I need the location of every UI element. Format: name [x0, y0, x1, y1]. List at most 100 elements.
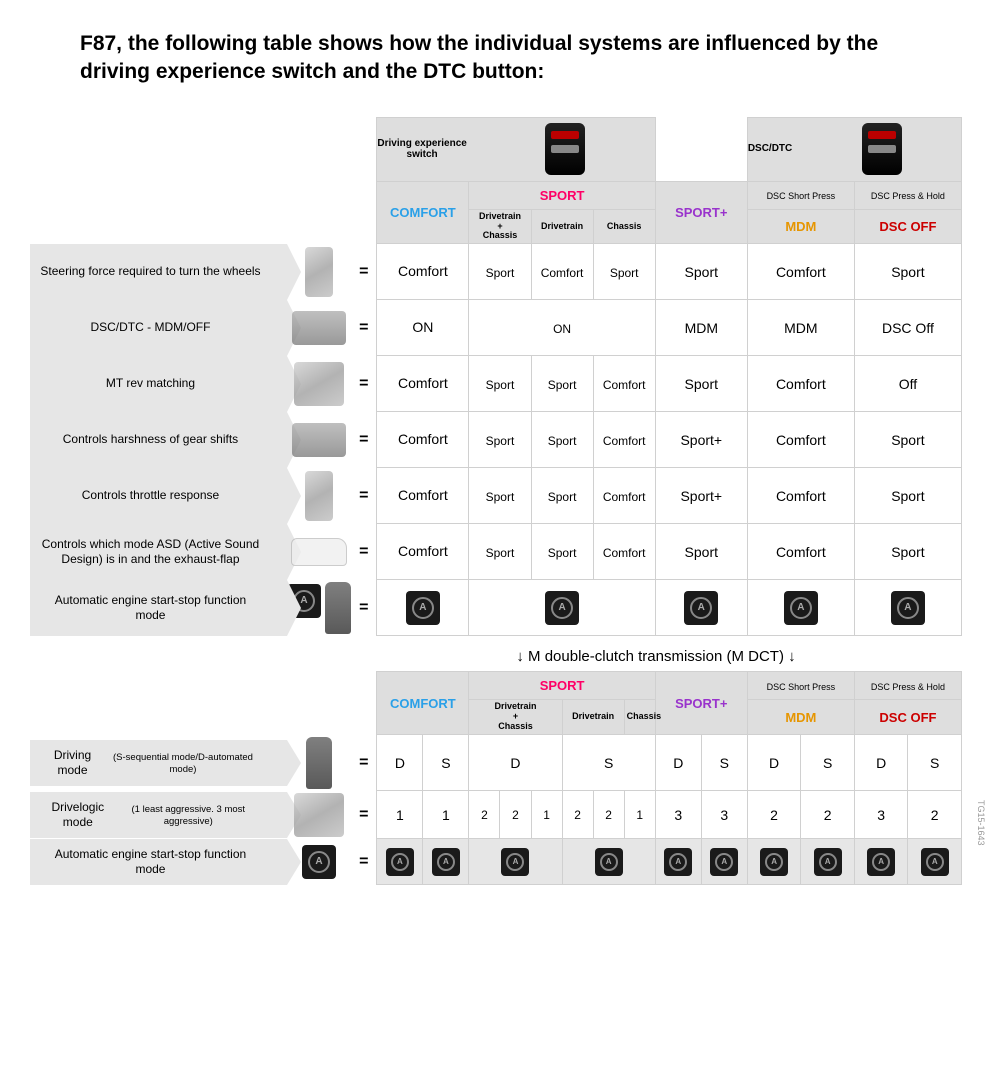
- equals-sign: =: [351, 468, 377, 524]
- equals-sign: =: [351, 356, 377, 412]
- value-cell: Comfort: [747, 524, 854, 580]
- col-sport-sub1: Drivetrain: [531, 209, 593, 244]
- value-cell: A: [469, 580, 655, 636]
- row-label: Drivelogic mode(1 least aggressive. 3 mo…: [30, 792, 287, 838]
- value-cell: DSC Off: [854, 300, 961, 356]
- component-icon: [305, 247, 333, 297]
- modes-table-2: COMFORT SPORT SPORT+ DSC Short Press DSC…: [30, 671, 962, 885]
- switch-icon: [545, 123, 585, 175]
- start-stop-icon: A: [432, 848, 460, 876]
- equals-sign: =: [351, 524, 377, 580]
- value-cell: Sport: [655, 244, 747, 300]
- component-icon: [325, 582, 351, 634]
- value-cell: MDM: [655, 300, 747, 356]
- modes-table-1: Driving experience switch DSC/DTC COMFOR…: [30, 117, 962, 637]
- start-stop-icon: A: [545, 591, 579, 625]
- value-cell: Comfort: [531, 244, 593, 300]
- start-stop-icon: A: [501, 848, 529, 876]
- value-cell: ON: [469, 300, 655, 356]
- table-row: Automatic engine start-stop function mod…: [30, 580, 962, 636]
- col-dsc-short: DSC Short Press: [747, 181, 854, 209]
- table2-wrap: COMFORT SPORT SPORT+ DSC Short Press DSC…: [30, 671, 962, 885]
- start-stop-icon: A: [760, 848, 788, 876]
- value-cell: Sport+: [655, 412, 747, 468]
- start-stop-icon: A: [595, 848, 623, 876]
- table-row: MT rev matching=ComfortSportSportComfort…: [30, 356, 962, 412]
- start-stop-icon: A: [891, 591, 925, 625]
- value-cell: Sport: [469, 524, 531, 580]
- start-stop-icon: A: [921, 848, 949, 876]
- value-cell: Comfort: [377, 244, 469, 300]
- divider-text: ↓ M double-clutch transmission (M DCT) ↓: [350, 648, 962, 665]
- value-cell: Comfort: [593, 356, 655, 412]
- start-stop-icon: A: [867, 848, 895, 876]
- equals-sign: =: [351, 412, 377, 468]
- value-cell: Off: [854, 356, 961, 412]
- component-icon: [305, 471, 333, 521]
- equals-sign: =: [351, 580, 377, 636]
- value-cell: A: [854, 580, 961, 636]
- value-cell: Comfort: [747, 356, 854, 412]
- value-cell: Sport: [531, 412, 593, 468]
- value-cell: Sport: [593, 244, 655, 300]
- value-cell: Sport: [469, 356, 531, 412]
- value-cell: Sport: [655, 356, 747, 412]
- col-sport: SPORT: [469, 181, 655, 209]
- col-sportplus: SPORT+: [655, 181, 747, 244]
- component-icon: [292, 311, 346, 345]
- component-icon: [292, 423, 346, 457]
- row-label: DSC/DTC - MDM/OFF: [30, 300, 287, 356]
- value-cell: Sport: [854, 468, 961, 524]
- value-cell: Comfort: [377, 468, 469, 524]
- value-cell: Sport+: [655, 468, 747, 524]
- col-comfort: COMFORT: [377, 181, 469, 244]
- value-cell: Sport: [531, 524, 593, 580]
- page-title: F87, the following table shows how the i…: [80, 30, 922, 87]
- table-row: Controls harshness of gear shifts=Comfor…: [30, 412, 962, 468]
- dsc-icon: [862, 123, 902, 175]
- value-cell: Sport: [854, 524, 961, 580]
- table-row: DSC/DTC - MDM/OFF=ONONMDMMDMDSC Off: [30, 300, 962, 356]
- row-label: Steering force required to turn the whee…: [30, 244, 287, 300]
- row-label: Controls throttle response: [30, 468, 287, 524]
- row-label: Driving mode(S-sequential mode/D-automat…: [30, 740, 287, 786]
- start-stop-icon: A: [684, 591, 718, 625]
- row-label: MT rev matching: [30, 356, 287, 412]
- table-row: Automatic engine start-stop function mod…: [30, 839, 962, 885]
- col-mdm: MDM: [747, 209, 854, 244]
- value-cell: Sport: [531, 356, 593, 412]
- col-dsc-hold: DSC Press & Hold: [854, 181, 961, 209]
- value-cell: ON: [377, 300, 469, 356]
- value-cell: A: [747, 580, 854, 636]
- start-stop-icon: A: [386, 848, 414, 876]
- table-row: Controls throttle response=ComfortSportS…: [30, 468, 962, 524]
- table1-wrap: Driving experience switch DSC/DTC COMFOR…: [30, 117, 962, 637]
- value-cell: A: [377, 580, 469, 636]
- value-cell: Sport: [655, 524, 747, 580]
- table-row: Drivelogic mode(1 least aggressive. 3 mo…: [30, 791, 962, 839]
- table-row: Driving mode(S-sequential mode/D-automat…: [30, 735, 962, 791]
- col-dscoff: DSC OFF: [854, 209, 961, 244]
- start-stop-icon: A: [302, 845, 336, 879]
- value-cell: Sport: [854, 244, 961, 300]
- row-label: Automatic engine start-stop function mod…: [30, 839, 287, 885]
- start-stop-icon: A: [406, 591, 440, 625]
- table-row: Steering force required to turn the whee…: [30, 244, 962, 300]
- value-cell: A: [655, 580, 747, 636]
- value-cell: Sport: [469, 468, 531, 524]
- row-label: Controls which mode ASD (Active Sound De…: [30, 524, 287, 580]
- hdr-dsc: DSC/DTC: [747, 117, 961, 181]
- component-icon: [291, 538, 347, 566]
- equals-sign: =: [351, 300, 377, 356]
- value-cell: Comfort: [377, 524, 469, 580]
- value-cell: Comfort: [747, 468, 854, 524]
- equals-sign: =: [351, 244, 377, 300]
- footnote: TG15-1643: [976, 800, 986, 846]
- component-icon: [294, 793, 344, 837]
- start-stop-icon: A: [710, 848, 738, 876]
- start-stop-icon: A: [814, 848, 842, 876]
- value-cell: Comfort: [593, 524, 655, 580]
- value-cell: Sport: [469, 244, 531, 300]
- start-stop-icon: A: [784, 591, 818, 625]
- value-cell: Sport: [469, 412, 531, 468]
